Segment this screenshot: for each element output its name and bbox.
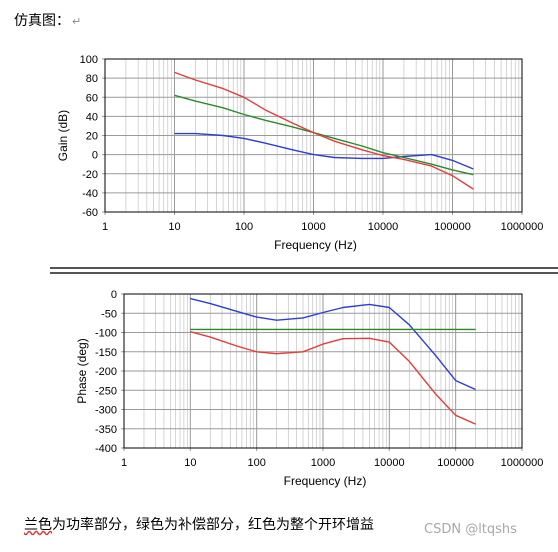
chart1-x-tick-label: 10 [168,221,180,233]
chart2-y-tick-label: -350 [95,424,117,436]
chart1-y-tick-label: -20 [82,169,98,181]
chart1-x-tick-label: 1000 [301,221,325,233]
chart2-y-tick-label: -150 [95,347,117,359]
page-heading: 仿真图： ↵ [14,13,82,29]
chart1-x-tick-label: 100 [235,221,253,233]
chart2-x-tick-label: 1 [121,457,127,469]
chart2-plot-frame [123,293,523,449]
chart2-series-red [190,331,476,425]
chart2-x-tick-label: 10000 [374,457,405,469]
chart2-x-tick-label: 10 [184,457,196,469]
chart2-y-tick-label: -400 [95,443,117,455]
chart1-y-axis-label: Gain (dB) [56,110,70,161]
figure-caption: 兰色为功率部分，绿色为补偿部分，红色为整个开环增益 [24,514,374,534]
chart2-y-tick-label: -250 [95,385,117,397]
chart1-y-tick-label: 100 [80,54,98,66]
chart2-y-tick-label: -300 [95,405,117,417]
chart1-plot-frame [104,58,523,213]
chart1-x-tick-label: 10000 [368,221,399,233]
caption-lead: 兰色 [24,517,52,533]
chart1-y-tick-label: -40 [82,188,98,200]
panel-separator-bottom [50,272,558,274]
caption-rest: 为功率部分，绿色为补偿部分，红色为整个开环增益 [52,517,374,533]
chart2-y-tick-label: 0 [111,289,117,301]
chart1-x-tick-label: 1 [102,221,108,233]
chart2-y-tick-label: -50 [101,308,117,320]
chart2-x-axis-label: Frequency (Hz) [284,474,367,488]
chart2-series-blue [190,297,476,391]
watermark: CSDN @ltqshs [424,522,517,537]
chart1-x-tick-label: 1000000 [501,221,544,233]
chart1-y-tick-label: 60 [86,92,98,104]
chart1-y-tick-label: 80 [86,73,98,85]
chart1-series-red [174,71,474,190]
chart1-series-green [174,94,474,176]
chart1-x-axis-label: Frequency (Hz) [274,238,357,252]
chart1-series-blue [174,132,474,170]
chart1-x-tick-label: 100000 [434,221,471,233]
chart2-x-tick-label: 1000 [311,457,335,469]
return-mark-icon: ↵ [72,15,82,28]
chart2-x-tick-label: 100 [247,457,265,469]
chart1-y-tick-label: 40 [86,111,98,123]
chart2-y-tick-label: -100 [95,328,117,340]
panel-separator-top [50,267,558,269]
chart2-x-tick-label: 100000 [437,457,474,469]
chart1-y-tick-label: 20 [86,131,98,143]
chart2-x-tick-label: 1000000 [501,457,544,469]
chart1-y-tick-label: -60 [82,207,98,219]
chart2-y-tick-label: -200 [95,366,117,378]
chart1-y-tick-label: 0 [92,150,98,162]
chart2-y-axis-label: Phase (deg) [75,338,89,403]
